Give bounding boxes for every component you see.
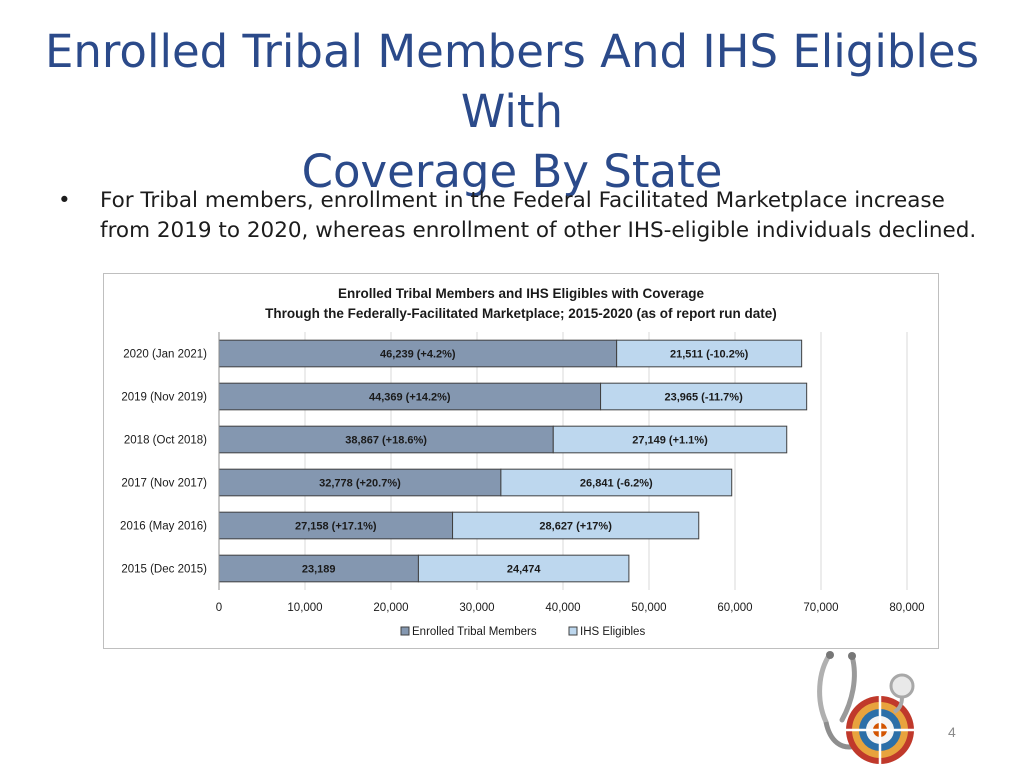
bullet-point: • For Tribal members, enrollment in the … — [58, 186, 978, 246]
bar-tribal-members — [218, 511, 454, 540]
bar-ihs-eligibles — [600, 382, 808, 411]
data-label: 21,511 (-10.2%) — [670, 349, 749, 361]
data-label: 32,778 (+20.7%) — [319, 478, 401, 490]
x-tick-label: 10,000 — [287, 602, 322, 614]
chart-title-line-2: Through the Federally-Facilitated Market… — [265, 306, 777, 321]
legend-swatch-ihs — [568, 626, 578, 636]
grid-lines — [218, 332, 908, 590]
bullet-icon: • — [58, 188, 71, 213]
chart-frame: Enrolled Tribal Members and IHS Eligible… — [103, 273, 939, 649]
x-tick-label: 50,000 — [631, 602, 666, 614]
category-label: 2017 (Nov 2017) — [121, 478, 207, 490]
x-tick-label: 40,000 — [545, 602, 580, 614]
bar-ihs-eligibles — [452, 511, 700, 540]
bar-ihs-eligibles — [500, 468, 733, 497]
legend: Enrolled Tribal Members IHS Eligibles — [400, 626, 645, 638]
bar-tribal-members — [218, 339, 618, 368]
data-label: 24,474 — [507, 564, 542, 576]
category-label: 2016 (May 2016) — [120, 521, 207, 533]
data-label: 26,841 (-6.2%) — [580, 478, 653, 490]
x-tick-label: 0 — [216, 602, 222, 614]
data-label: 27,149 (+1.1%) — [632, 435, 708, 447]
stacked-bar-chart: Enrolled Tribal Members and IHS Eligible… — [120, 286, 925, 638]
bars: 46,239 (+4.2%) 21,511 (-10.2%) 44,369 (+14… — [218, 339, 808, 583]
axes: 0 10,000 20,000 30,000 40,000 50,000 60,000 70,… — [120, 332, 925, 614]
slide-title: Enrolled Tribal Members And IHS Eligible… — [0, 22, 1024, 202]
page-number: 4 — [948, 724, 956, 740]
chart-title-line-1: Enrolled Tribal Members and IHS Eligible… — [338, 286, 705, 301]
bar-ihs-eligibles — [616, 339, 803, 368]
stethoscope-medicine-wheel-logo — [817, 651, 915, 764]
data-label: 23,965 (-11.7%) — [664, 392, 743, 404]
bar-ihs-eligibles — [552, 425, 788, 454]
category-label: 2018 (Oct 2018) — [124, 435, 207, 447]
bar-ihs-eligibles — [417, 554, 630, 583]
category-label: 2020 (Jan 2021) — [123, 349, 207, 361]
x-tick-label: 70,000 — [803, 602, 838, 614]
data-label: 44,369 (+14.2%) — [369, 392, 451, 404]
bar-tribal-members — [218, 554, 419, 583]
legend-label-tribal: Enrolled Tribal Members — [412, 626, 537, 638]
bullet-text: For Tribal members, enrollment in the Fe… — [100, 188, 977, 243]
slide-title-line-2: Coverage By State — [301, 145, 723, 198]
legend-label-ihs: IHS Eligibles — [580, 626, 645, 638]
data-label: 38,867 (+18.6%) — [345, 435, 427, 447]
category-label: 2019 (Nov 2019) — [121, 392, 207, 404]
data-label: 46,239 (+4.2%) — [380, 349, 456, 361]
x-tick-label: 30,000 — [459, 602, 494, 614]
data-label: 27,158 (+17.1%) — [295, 521, 377, 533]
slide-title-line-1: Enrolled Tribal Members And IHS Eligible… — [44, 25, 980, 138]
x-tick-label: 80,000 — [889, 602, 924, 614]
bar-tribal-members — [218, 382, 602, 411]
legend-swatch-tribal — [400, 626, 410, 636]
x-tick-label: 20,000 — [373, 602, 408, 614]
x-tick-label: 60,000 — [717, 602, 752, 614]
data-label: 28,627 (+17%) — [539, 521, 612, 533]
category-label: 2015 (Dec 2015) — [121, 564, 207, 576]
bar-tribal-members — [218, 425, 554, 454]
data-label: 23,189 — [302, 564, 336, 576]
